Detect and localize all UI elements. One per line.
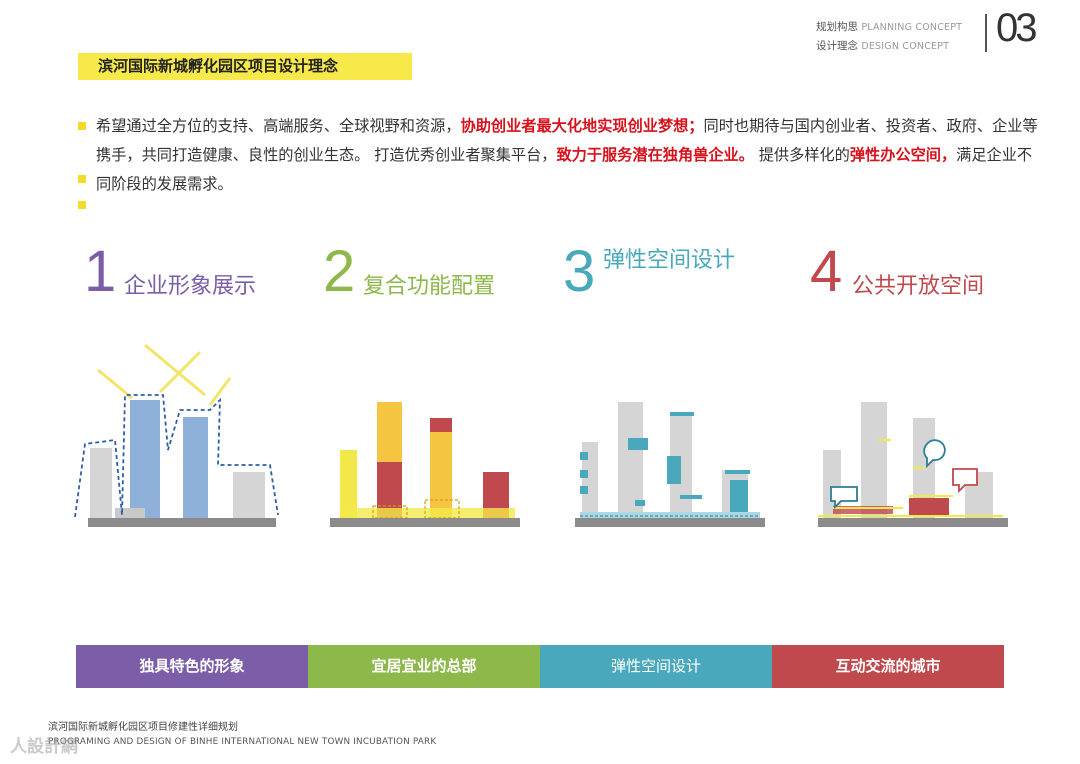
concept-number: 1 <box>84 239 117 304</box>
concept-label: 公共开放空间 <box>852 274 985 299</box>
design-concept-cn: 设计理念 <box>816 40 858 52</box>
concept-2: 2 复合功能配置 <box>323 238 495 305</box>
planning-concept-cn: 规划构思 <box>816 21 858 33</box>
paragraph-text: 提供多样化的 <box>753 146 850 164</box>
design-concept-en: DESIGN CONCEPT <box>861 41 950 52</box>
concept-number: 4 <box>810 239 843 304</box>
concept-number: 2 <box>323 239 356 304</box>
footer-title-cn: 滨河国际新城孵化园区项目修建性详细规划 <box>48 722 238 733</box>
bullet-marker <box>78 201 86 209</box>
header-divider <box>985 14 987 52</box>
concept-paragraph: 希望通过全方位的支持、高端服务、全球视野和资源，协助创业者最大化地实现创业梦想；… <box>96 112 1046 199</box>
section-line-1: 规划构思 PLANNING CONCEPT <box>816 18 962 37</box>
concept-1: 1 企业形象展示 <box>84 238 256 305</box>
paragraph-text: 同时也期待与国内创业者、投资者、政府、企业等携手，共同打造健康、良性的创业生态。… <box>96 117 1038 164</box>
bullet-marker <box>78 122 86 130</box>
section-header: 规划构思 PLANNING CONCEPT 设计理念 DESIGN CONCEP… <box>816 18 962 56</box>
footer-title-en: PROGRAMING AND DESIGN OF BINHE INTERNATI… <box>48 737 437 747</box>
bullet-marker <box>78 175 86 183</box>
concept-bars: 独具特色的形象 宜居宜业的总部 弹性空间设计 互动交流的城市 <box>76 645 1004 688</box>
paragraph-highlight: 协助创业者最大化地实现创业梦想； <box>460 117 704 135</box>
section-line-2: 设计理念 DESIGN CONCEPT <box>816 37 962 56</box>
bar-interactive-city: 互动交流的城市 <box>772 645 1004 688</box>
footer: 滨河国际新城孵化园区项目修建性详细规划 PROGRAMING AND DESIG… <box>48 721 436 749</box>
page-number: 03 <box>996 6 1037 50</box>
paragraph-text: 希望通过全方位的支持、高端服务、全球视野和资源， <box>96 117 461 135</box>
planning-concept-en: PLANNING CONCEPT <box>861 22 963 33</box>
illustration-public-space <box>818 402 1008 527</box>
paragraph-highlight: 致力于服务潜在独角兽企业。 <box>556 146 754 164</box>
concept-label: 复合功能配置 <box>363 274 496 299</box>
illustration-composite-function <box>330 402 520 527</box>
concept-number: 3 <box>563 239 596 304</box>
watermark-logo: 人設計網 <box>10 737 78 757</box>
illustration-flexible-space <box>575 402 765 527</box>
illustration-corporate-image <box>74 343 279 527</box>
page-title: 滨河国际新城孵化园区项目设计理念 <box>78 53 412 80</box>
concept-3: 3 弹性空间设计 <box>563 238 735 305</box>
concept-label: 企业形象展示 <box>124 274 257 299</box>
bar-unique-image: 独具特色的形象 <box>76 645 308 688</box>
paragraph-highlight: 弹性办公空间， <box>849 146 957 164</box>
concept-label: 弹性空间设计 <box>603 248 736 273</box>
paragraph-text: 满足企业不同阶段的发展需求。 <box>96 146 1033 193</box>
bar-flexible-space: 弹性空间设计 <box>540 645 772 688</box>
concept-4: 4 公共开放空间 <box>810 238 984 305</box>
bar-livable-hq: 宜居宜业的总部 <box>308 645 540 688</box>
